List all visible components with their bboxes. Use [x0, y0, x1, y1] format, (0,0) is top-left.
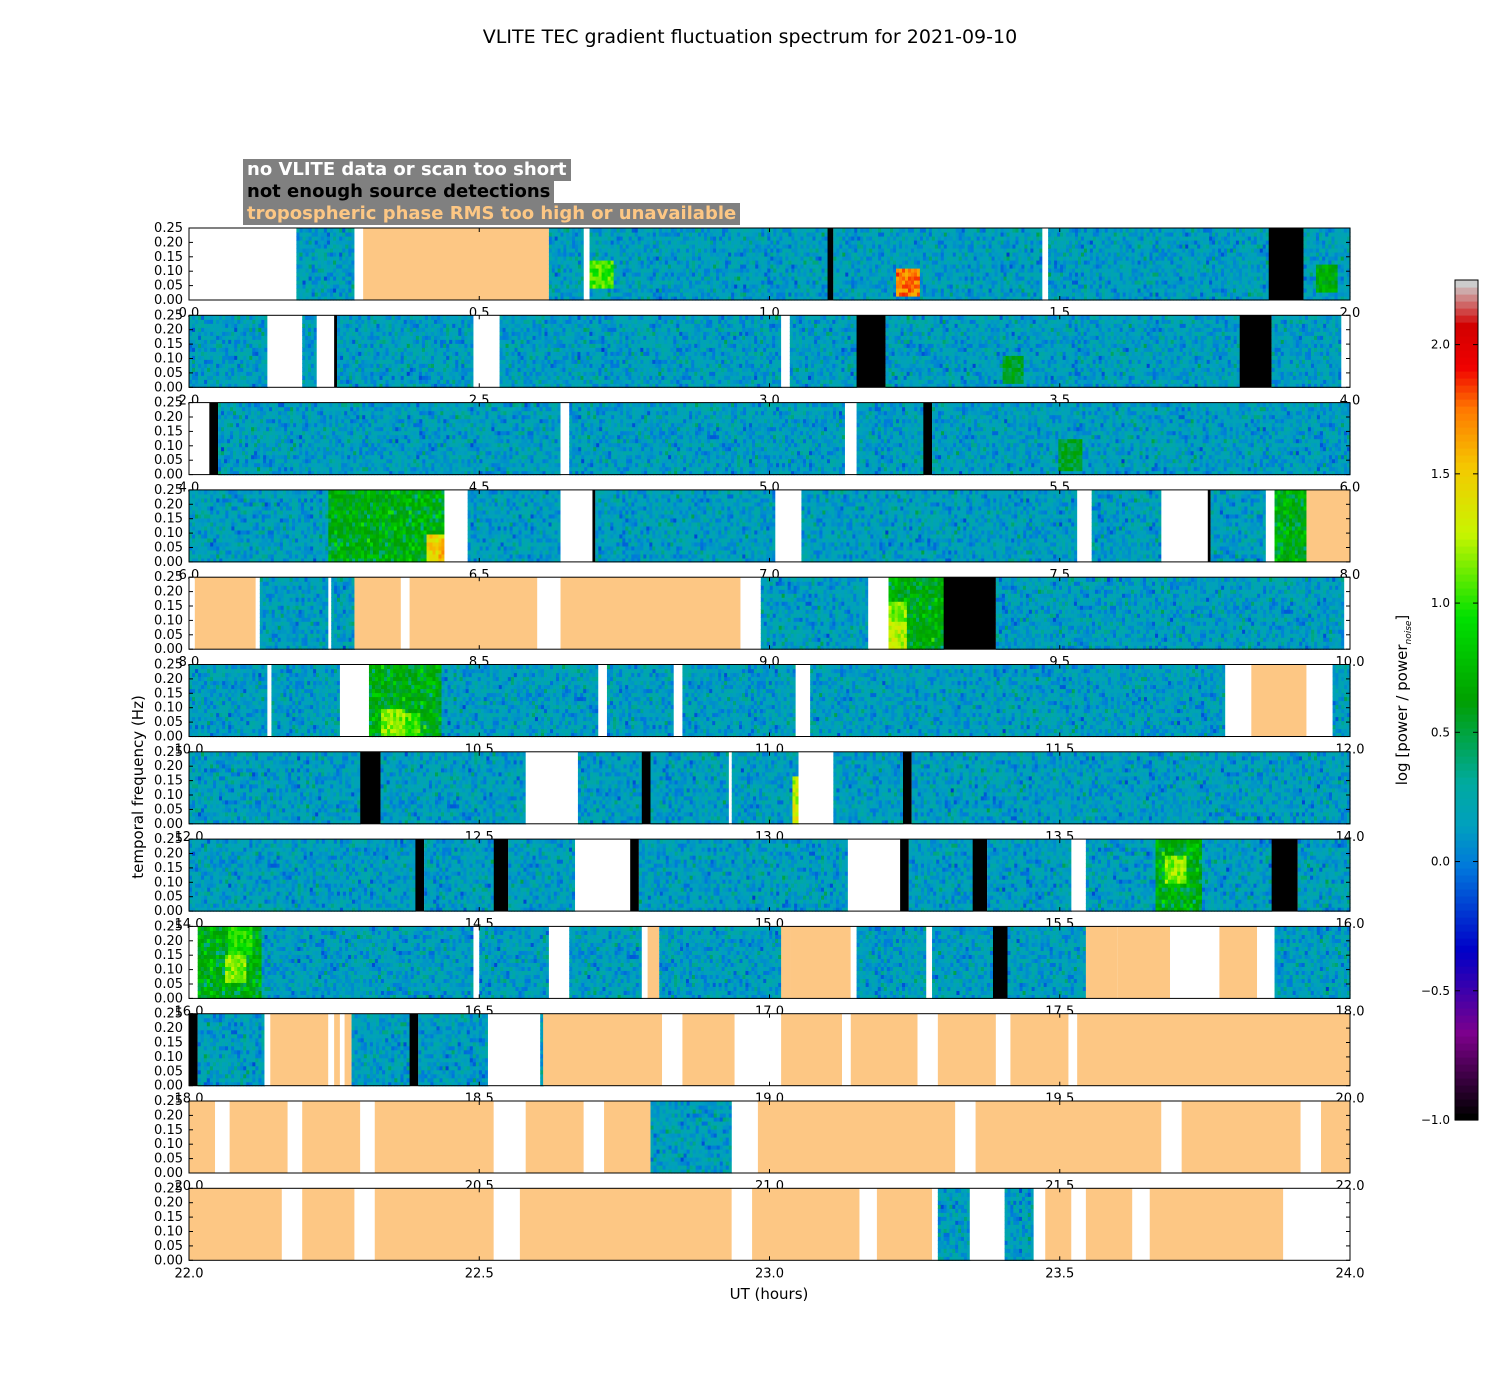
data-segment — [296, 228, 355, 301]
chart-title: VLITE TEC gradient fluctuation spectrum … — [483, 26, 1017, 48]
flag-o — [363, 228, 549, 300]
flag-w — [354, 228, 363, 300]
data-segment — [549, 228, 584, 301]
flag-w — [584, 228, 590, 300]
panels-group: 0.000.050.100.150.200.250.0 0.5 1.0 1.5 2.00… — [154, 221, 1364, 1281]
flag-w — [189, 228, 296, 300]
data-segment — [590, 228, 829, 301]
panel-1: 0.000.050.100.150.200.250.0 0.5 1.0 1.5 2.0 — [154, 221, 1360, 321]
